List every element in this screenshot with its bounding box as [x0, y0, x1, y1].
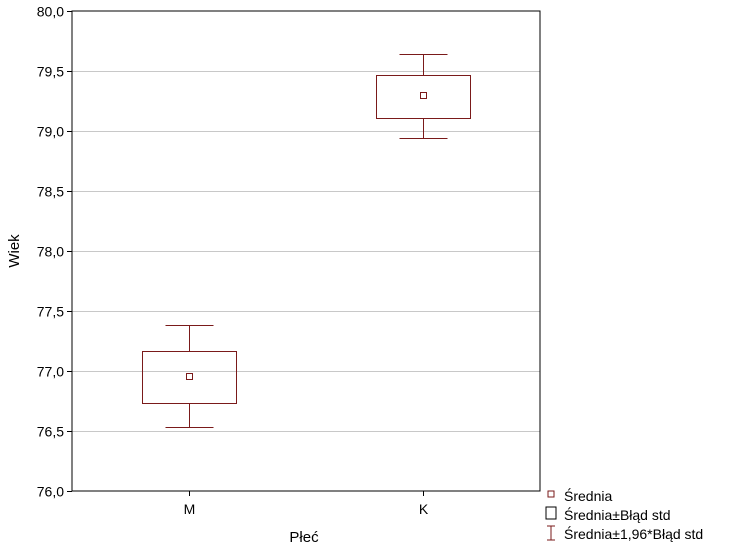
box-marks: [142, 54, 471, 428]
y-tick-label: 76,5: [37, 424, 64, 440]
se-box: [376, 75, 471, 119]
legend-label-ci: Średnia±1,96*Błąd std: [564, 525, 703, 542]
mean-marker: [420, 92, 427, 99]
mean-marker: [186, 373, 193, 380]
y-tick-label: 76,0: [37, 484, 64, 500]
legend: Średnia Średnia±Błąd std Średnia±1,96*Bł…: [545, 487, 703, 542]
y-axis-ticks: 76,0 76,5 77,0 77,5 78,0 78,5 79,0 79,5 80,0: [37, 4, 72, 500]
y-tick-label: 77,0: [37, 364, 64, 380]
y-tick-label: 80,0: [37, 4, 64, 20]
x-tick-label: M: [184, 501, 196, 517]
y-tick-label: 78,5: [37, 184, 64, 200]
y-axis-label: Wiek: [6, 234, 23, 268]
y-tick-label: 77,5: [37, 304, 64, 320]
y-tick-label: 79,5: [37, 64, 64, 80]
grid-lines: [72, 71, 540, 432]
y-tick-label: 78,0: [37, 244, 64, 260]
legend-label-se: Średnia±Błąd std: [564, 506, 671, 523]
legend-se-box: [545, 506, 557, 520]
se-box: [142, 351, 237, 404]
y-tick-label: 79,0: [37, 124, 64, 140]
x-axis-label: Płeć: [289, 529, 319, 546]
x-tick-label: K: [419, 501, 429, 517]
legend-mean-marker: [547, 490, 555, 498]
legend-label-mean: Średnia: [564, 487, 612, 504]
